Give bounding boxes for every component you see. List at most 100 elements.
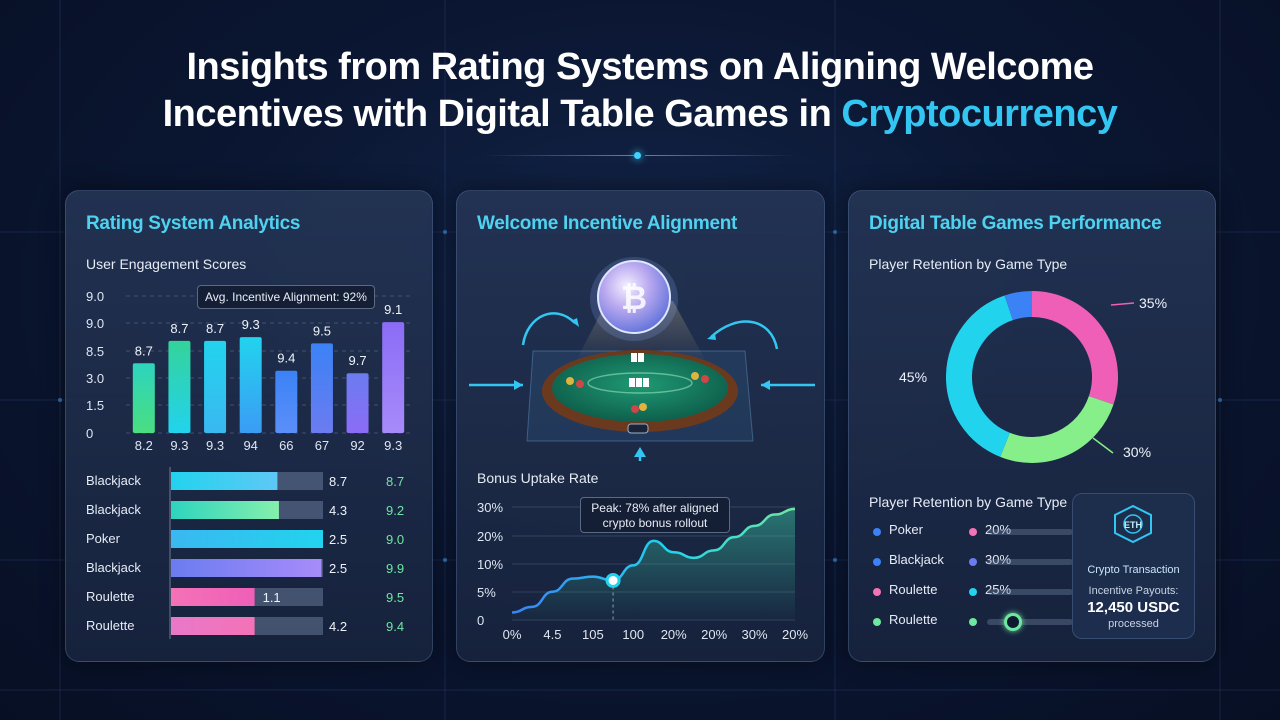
bar-value-label: 9.3 [242,317,260,332]
legend-slider-knob [1004,613,1023,631]
bar [239,337,262,433]
left-curved-arrow [521,312,576,346]
retention-donut-chart: 35% 30% 45% [899,291,1167,463]
bar-value-label: 9.1 [384,302,402,317]
x-tick-label: 20% [661,627,687,642]
y-tick-label: 10% [477,557,503,572]
panel-title: Rating System Analytics [86,213,301,234]
bar-value-label: 9.5 [313,323,331,338]
crypto-amount: 12,450 USDC [1087,599,1180,616]
panel-title: Welcome Incentive Alignment [477,213,738,234]
series-line [511,507,796,614]
legend-label: Blackjack [889,552,944,567]
legend-value-dot [969,528,977,536]
donut-slice [1031,291,1118,405]
bar-value: 2.5 [329,532,347,547]
peak-callout-line2: crypto bonus rollout [602,516,708,530]
x-tick-label: 30% [742,627,768,642]
legend-row: Poker 20% [869,522,1073,542]
x-tick-label: 100 [622,627,644,642]
legend-value: 25% [985,582,1012,597]
legend-value: 20% [985,522,1012,537]
bar-fill [171,588,255,606]
x-tick-label: 94 [243,438,257,453]
bar-value-label: 9.7 [349,353,367,368]
x-tick-label: 9.3 [170,438,188,453]
bar [310,343,333,433]
poker-table-illustration: ₿ [469,257,815,461]
bar-value: 1.1 [263,590,281,605]
x-tick-label: 92 [350,438,364,453]
y-tick-label: 0 [477,613,484,628]
table-felt [552,354,728,422]
y-tick-label: 0 [86,426,93,441]
label-leader [1110,302,1135,306]
bar-value-label: 8.7 [170,321,188,336]
eth-badge-icon: ETH [1114,504,1152,544]
y-tick-label: 1.5 [86,398,104,413]
slice-label: 35% [1139,295,1167,311]
title-line-2-prefix: Incentives with Digital Table Games in [162,93,842,135]
legend-value-dot [969,588,977,596]
x-tick-label: 67 [315,438,329,453]
x-tick-label: 9.3 [384,438,402,453]
x-tick-label: 0% [503,627,522,642]
legend-value: 30% [985,552,1012,567]
row-label: Blackjack [86,473,141,488]
legend-dot [873,558,881,566]
bar-fill [171,559,322,577]
legend-row: Roulette [869,612,1073,632]
donut-slice [946,295,1014,457]
bitcoin-coin-icon: ₿ [590,257,678,341]
slice-label: 45% [899,369,927,385]
legend-dot [873,618,881,626]
uptake-subtitle: Bonus Uptake Rate [477,470,599,486]
slice-label: 30% [1123,444,1151,460]
legend-value-dot [969,618,977,626]
x-tick-label: 20% [701,627,727,642]
peak-marker [605,572,621,588]
bar-fill [171,472,278,490]
bar [275,370,298,433]
legend-track [987,529,1073,535]
title-accent: Cryptocurrency [841,93,1118,135]
x-tick-label: 20% [782,627,808,642]
up-arrow-head [634,447,646,457]
title-divider-left [484,155,634,156]
crypto-title: Crypto Transaction [1087,564,1180,576]
bar-value-label: 8.7 [135,343,153,358]
crypto-status: processed [1108,618,1159,630]
row-label: Blackjack [86,502,141,517]
bar-value: 4.2 [329,619,347,634]
bar-value-label: 8.7 [206,321,224,336]
legend-dot [873,528,881,536]
row-label: Roulette [86,589,134,604]
legend-value-dot [969,558,977,566]
bar-fill [171,617,255,635]
bar-fill [171,501,279,519]
row-score: 9.9 [386,561,404,576]
table-games-panel: Digital Table Games Performance Player R… [848,190,1216,662]
retention-subtitle-2: Player Retention by Game Type [869,494,1068,510]
bar-fill [171,530,323,548]
legend-track [987,619,1073,625]
rating-analytics-panel: Rating System Analytics User Engagement … [65,190,433,662]
donut-slice [1000,395,1114,463]
y-tick-label: 9.0 [86,316,104,331]
peak-callout: Peak: 78% after aligned crypto bonus rol… [580,497,730,533]
alignment-callout: Avg. Incentive Alignment: 92% [197,285,375,309]
title-divider-right [645,155,795,156]
area-fill [512,508,795,620]
x-tick-label: 8.2 [135,438,153,453]
row-score: 9.5 [386,590,404,605]
bar-value: 8.7 [329,474,347,489]
bar [382,322,405,433]
eth-badge-text: ETH [1124,520,1142,530]
legend-dot [873,588,881,596]
x-tick-label: 9.3 [206,438,224,453]
x-tick-label: 4.5 [543,627,561,642]
x-tick-label: 66 [279,438,293,453]
bar-value: 4.3 [329,503,347,518]
row-score: 8.7 [386,474,404,489]
page-title: Insights from Rating Systems on Aligning… [0,44,1280,138]
